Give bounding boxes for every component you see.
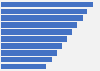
Bar <box>1 50 57 56</box>
Bar <box>1 64 46 69</box>
Bar <box>1 29 72 35</box>
Bar <box>1 22 77 28</box>
Bar <box>1 43 62 49</box>
Bar <box>1 2 93 7</box>
Bar <box>1 57 52 62</box>
Bar <box>1 36 67 42</box>
Bar <box>1 9 87 14</box>
Bar <box>1 15 82 21</box>
